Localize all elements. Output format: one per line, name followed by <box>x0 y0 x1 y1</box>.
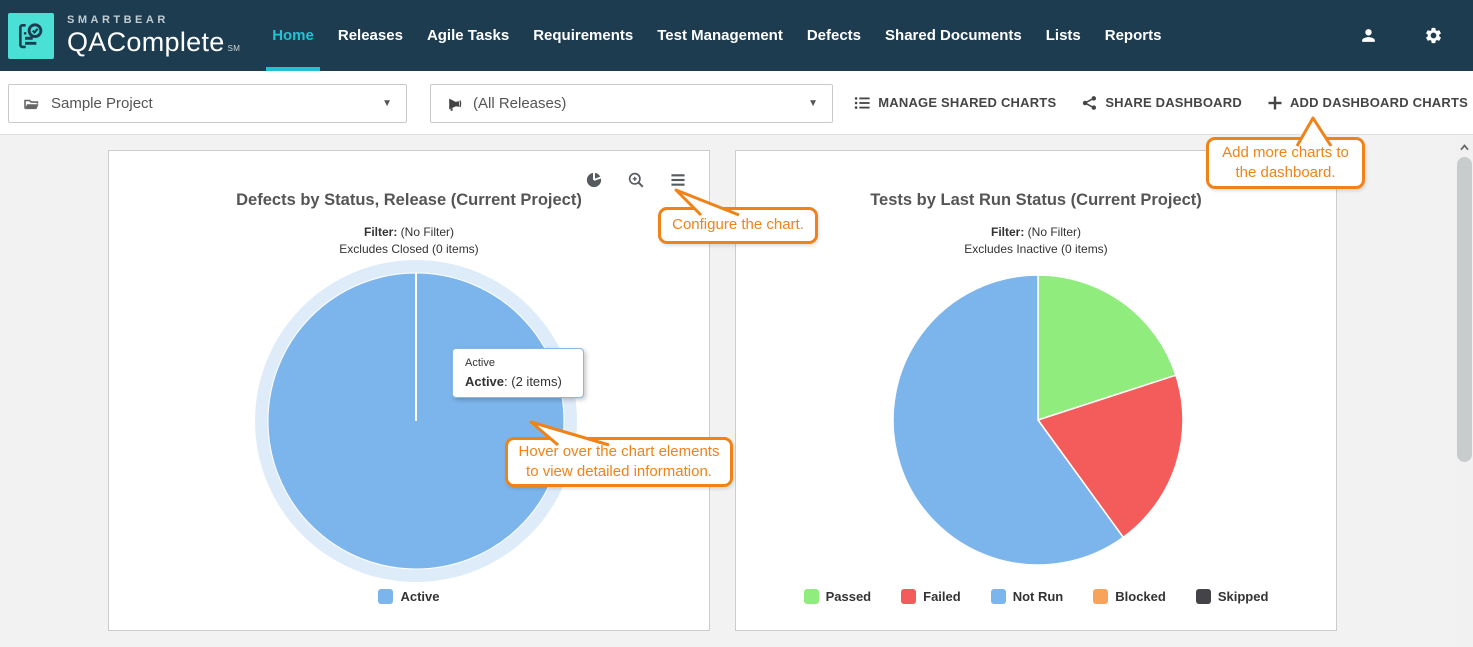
legend-item-not-run[interactable]: Not Run <box>990 589 1064 604</box>
project-select[interactable]: Sample Project ▼ <box>8 84 407 123</box>
legend-swatch <box>1195 589 1211 604</box>
callout-hover-info: Hover over the chart elements to view de… <box>505 437 733 487</box>
chart-legend: Active <box>109 589 709 604</box>
filter-value: (No Filter) <box>400 225 455 239</box>
filter-label: Filter: <box>363 225 398 239</box>
filter-value: (No Filter) <box>1027 225 1082 239</box>
nav-item-lists[interactable]: Lists <box>1045 27 1081 44</box>
legend-label: Skipped <box>1217 589 1269 604</box>
main-menu: Home Releases Agile Tasks Requirements T… <box>260 0 1173 71</box>
tooltip-value: Active: (2 items) <box>465 374 562 389</box>
release-select-value: (All Releases) <box>473 95 567 112</box>
legend-label: Passed <box>825 589 872 604</box>
chart-legend: Passed Failed Not Run Blocked Skipped <box>736 589 1336 604</box>
share-icon <box>1083 95 1097 110</box>
brand-text: SMARTBEAR QAComplete SM <box>67 15 240 56</box>
toolbar-actions: MANAGE SHARED CHARTS SHARE DASHBOARD ADD… <box>854 71 1468 134</box>
nav-item-defects[interactable]: Defects <box>806 27 862 44</box>
nav-item-reports[interactable]: Reports <box>1104 27 1162 44</box>
add-dashboard-charts-label: ADD DASHBOARD CHARTS <box>1289 95 1468 110</box>
megaphone-icon <box>449 98 462 111</box>
chart-panel-toolbar <box>585 171 687 189</box>
callout-add-charts: Add more charts to the dashboard. <box>1206 137 1365 189</box>
project-select-value: Sample Project <box>51 95 153 112</box>
chevron-down-icon: ▼ <box>382 98 392 109</box>
legend-label: Active <box>400 589 440 604</box>
share-dashboard-button[interactable]: SHARE DASHBOARD <box>1082 95 1242 111</box>
gear-icon[interactable] <box>1424 26 1443 45</box>
brand-qacomplete: QAComplete SM <box>67 27 241 57</box>
brand-smartbear: SMARTBEAR <box>67 14 169 26</box>
add-dashboard-charts-button[interactable]: ADD DASHBOARD CHARTS <box>1268 95 1468 110</box>
legend-item-passed[interactable]: Passed <box>803 589 872 604</box>
legend-item-active[interactable]: Active <box>378 589 440 604</box>
nav-right <box>1359 26 1473 45</box>
legend-swatch <box>901 589 917 604</box>
callout-configure-chart: Configure the chart. <box>658 207 818 244</box>
nav-item-agile-tasks[interactable]: Agile Tasks <box>426 27 510 44</box>
manage-shared-charts-button[interactable]: MANAGE SHARED CHARTS <box>854 95 1056 111</box>
release-select[interactable]: (All Releases) ▼ <box>430 84 833 123</box>
chart-filter-info: Filter: (No Filter) Excludes Closed (0 i… <box>109 224 709 258</box>
nav-item-releases[interactable]: Releases <box>337 27 403 44</box>
chevron-down-icon: ▼ <box>808 98 818 109</box>
legend-item-failed[interactable]: Failed <box>901 589 961 604</box>
top-nav: SMARTBEAR QAComplete SM Home Releases Agi… <box>0 0 1473 71</box>
chart-tooltip: Active Active: (2 items) <box>452 348 584 398</box>
share-dashboard-label: SHARE DASHBOARD <box>1105 95 1242 110</box>
brand-sm-mark: SM <box>227 44 241 53</box>
list-icon <box>855 96 870 109</box>
qacomplete-logo-icon <box>19 22 43 48</box>
tests-pie-chart[interactable] <box>736 151 1336 630</box>
legend-swatch <box>803 589 819 604</box>
tests-chart-panel: Tests by Last Run Status (Current Projec… <box>735 150 1337 631</box>
menu-icon[interactable] <box>669 171 687 189</box>
nav-item-home[interactable]: Home <box>260 0 326 71</box>
legend-label: Blocked <box>1115 589 1166 604</box>
manage-shared-charts-label: MANAGE SHARED CHARTS <box>878 95 1057 110</box>
legend-swatch <box>1093 589 1109 604</box>
scrollbar-thumb[interactable] <box>1457 157 1472 462</box>
vertical-scrollbar[interactable] <box>1456 137 1473 647</box>
filter-label: Filter: <box>990 225 1025 239</box>
dashboard-toolbar: Sample Project ▼ (All Releases) ▼ MANAGE… <box>0 71 1473 135</box>
legend-item-blocked[interactable]: Blocked <box>1093 589 1166 604</box>
defects-pie-chart[interactable] <box>109 151 709 630</box>
legend-label: Failed <box>923 589 961 604</box>
chart-filter-info: Filter: (No Filter) Excludes Inactive (0… <box>736 224 1336 258</box>
folder-icon <box>24 99 39 109</box>
nav-item-shared-documents[interactable]: Shared Documents <box>885 27 1022 44</box>
defects-chart-panel: Defects by Status, Release (Current Proj… <box>108 150 710 631</box>
chart-title: Tests by Last Run Status (Current Projec… <box>870 191 1202 209</box>
smartbear-logo[interactable] <box>8 12 54 59</box>
excludes-note: Excludes Closed (0 items) <box>339 241 479 256</box>
legend-swatch <box>990 589 1006 604</box>
excludes-note: Excludes Inactive (0 items) <box>964 241 1108 256</box>
chart-title: Defects by Status, Release (Current Proj… <box>236 191 582 209</box>
tooltip-series: Active <box>465 357 495 369</box>
legend-item-skipped[interactable]: Skipped <box>1195 589 1269 604</box>
zoom-in-icon[interactable] <box>627 171 645 189</box>
pie-chart-icon[interactable] <box>585 171 603 189</box>
user-icon[interactable] <box>1359 26 1378 45</box>
nav-item-test-management[interactable]: Test Management <box>657 27 783 44</box>
legend-label: Not Run <box>1012 589 1064 604</box>
legend-swatch <box>378 589 394 604</box>
plus-icon <box>1268 96 1282 109</box>
scroll-up-arrow[interactable] <box>1456 139 1473 154</box>
nav-item-requirements[interactable]: Requirements <box>533 27 634 44</box>
